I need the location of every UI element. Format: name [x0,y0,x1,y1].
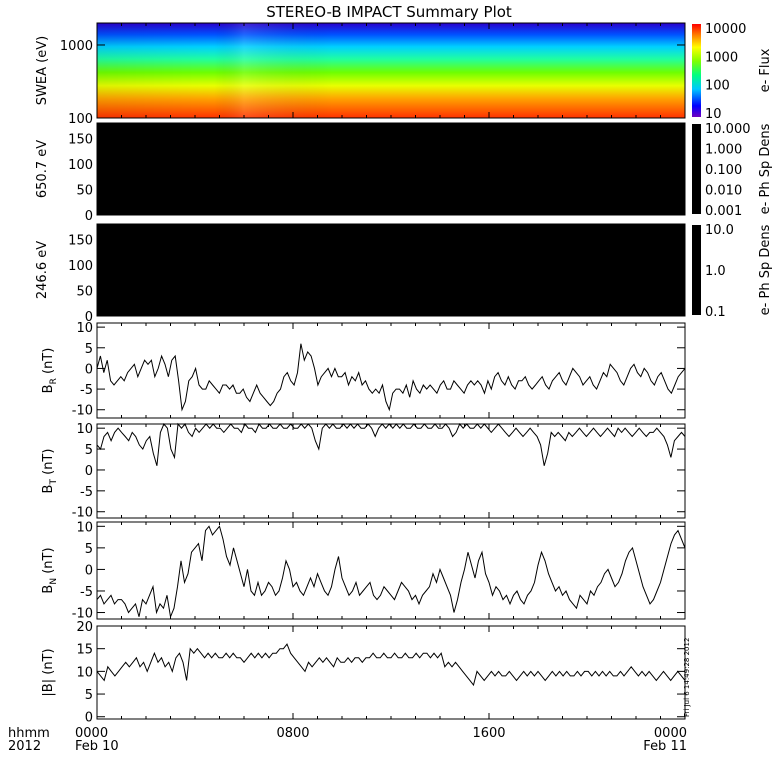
panel-frame [96,223,686,317]
colorbar-tick-label: 0.010 [705,184,742,199]
panel-frame [96,521,686,620]
y-tick-label: 5 [85,688,93,703]
colorbar-tick-label: 1.0 [705,264,726,279]
panel-frame [96,22,686,119]
y-axis-label: 650.7 eV [35,140,50,198]
colorbar [692,124,701,214]
plot-title: STEREO-B IMPACT Summary Plot [266,3,512,21]
panel-frame [96,322,686,419]
y-tick-label: 100 [68,158,93,173]
panel-frame [96,625,686,720]
y-tick-label: 10 [76,520,93,535]
y-tick-label: 0 [85,711,93,726]
y-tick-label: 0 [85,563,93,578]
colorbar-tick-label: 1000 [705,50,738,65]
colorbar [692,24,701,117]
y-tick-label: 5 [85,542,93,557]
ph-sp-dens-spectrogram [97,123,685,215]
y-tick-label: 0 [85,310,93,325]
colorbar-tick-label: 10.000 [705,122,751,137]
y-tick-label: 150 [68,132,93,147]
x-tick-label: 1600 [472,726,505,741]
colorbar-label: e- Flux [758,48,773,92]
x-tick-label: 0800 [276,726,309,741]
y-tick-label: -10 [72,607,93,622]
series-line [96,525,686,619]
x-date-label: Feb 11 [643,739,687,754]
y-tick-label: 0 [85,209,93,224]
x-axis-label-year: 2012 [8,739,41,754]
y-tick-label: -10 [72,404,93,419]
colorbar-tick-label: 0.1 [705,305,726,320]
colorbar-tick-label: 0.001 [705,204,742,219]
y-tick-label: 10 [76,665,93,680]
x-tick-label: 0000 [654,726,687,741]
y-tick-label: 5 [85,342,93,357]
y-tick-label: 10 [76,422,93,437]
y-tick-label: 10 [76,321,93,336]
timestamp: Fri Jul 6 14:49:28 2012 [683,638,691,717]
y-tick-label: 15 [76,643,93,658]
x-date-label: Feb 10 [75,739,119,754]
colorbar-tick-label: 10.0 [705,223,734,238]
y-axis-label: 246.6 eV [35,241,50,299]
y-tick-label: 50 [76,183,93,198]
y-tick-label: 150 [68,233,93,248]
y-axis-label: BR (nT) [41,348,59,394]
series-line [96,343,686,412]
y-axis-label: BN (nT) [41,547,59,593]
y-tick-label: -5 [80,485,93,500]
y-axis-label: SWEA (eV) [35,36,50,105]
colorbar-tick-label: 1.000 [705,143,742,158]
panel-frame [96,122,686,216]
y-tick-label: 5 [85,443,93,458]
series-line [96,422,686,466]
colorbar-label: e- Ph Sp Dens [758,123,773,214]
y-tick-label: 1000 [60,39,93,54]
x-axis-label-hhmm: hhmm [8,726,50,741]
y-tick-label: 50 [76,284,93,299]
y-axis-label: |B| (nT) [41,648,56,696]
colorbar-tick-label: 100 [705,79,730,94]
y-tick-label: -5 [80,383,93,398]
y-tick-label: 20 [76,620,93,635]
series-line [96,643,686,687]
swea-spectrogram-texture [97,23,685,118]
y-tick-label: 100 [68,259,93,274]
y-tick-label: -5 [80,585,93,600]
colorbar [692,225,701,315]
colorbar-label: e- Ph Sp Dens [758,224,773,315]
ph-sp-dens-spectrogram [97,224,685,316]
colorbar-tick-label: 10000 [705,22,746,37]
panel-frame [96,423,686,519]
y-tick-label: 0 [85,464,93,479]
y-tick-label: 0 [85,362,93,377]
y-tick-label: 100 [68,112,93,127]
y-tick-label: -10 [72,506,93,521]
colorbar-tick-label: 10 [705,107,722,122]
x-tick-label: 0000 [75,726,108,741]
y-axis-label: BT (nT) [41,449,59,494]
colorbar-tick-label: 0.100 [705,163,742,178]
